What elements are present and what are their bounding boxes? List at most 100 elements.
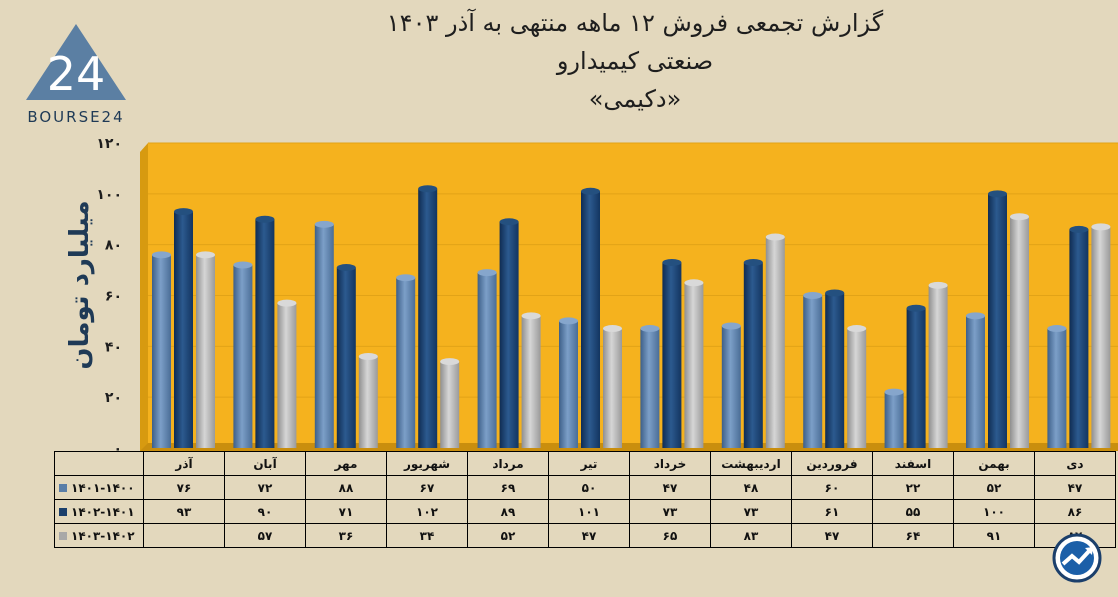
- bar-series-1: [803, 295, 823, 448]
- gridlines: [148, 142, 1118, 398]
- category-label: اسفند: [872, 451, 954, 476]
- bar-series-2: [1069, 229, 1089, 448]
- bar-series-3: [277, 303, 297, 448]
- y-tick-label: ۴۰: [105, 339, 122, 355]
- bar-series-2: [174, 211, 193, 448]
- data-label-series-3: ۳۴: [386, 523, 468, 548]
- category-label: آبان: [224, 451, 306, 476]
- y-tick-label: ۱۲۰: [96, 136, 122, 152]
- bar-series-2: [988, 193, 1007, 448]
- bar-series-3: [1010, 216, 1029, 448]
- logo-text: BOURSE24: [27, 108, 124, 126]
- bar-cap-series-1: [233, 261, 253, 269]
- logo-triangle-icon: 24 BOURSE24: [26, 24, 126, 126]
- bar-series-3: [684, 282, 704, 448]
- category-label: بهمن: [953, 451, 1035, 476]
- category-label: شهریور: [386, 451, 468, 476]
- bar-series-1: [640, 328, 660, 448]
- bar-series-1: [966, 315, 985, 448]
- bar-cap-series-2: [255, 215, 275, 223]
- bar-cap-series-2: [174, 208, 193, 216]
- data-label-series-3: ۵۷: [224, 523, 306, 548]
- bar-series-1: [314, 224, 334, 448]
- bar-series-1: [233, 265, 253, 448]
- legend-label-series-1: ۱۴۰۱-۱۴۰۰: [71, 480, 135, 495]
- data-label-series-3: ۶۴: [872, 523, 954, 548]
- data-label-series-2: ۶۱: [791, 499, 873, 524]
- bar-cap-series-1: [966, 312, 985, 320]
- y-tick-label: ۰: [113, 441, 122, 457]
- bar-cap-series-1: [721, 322, 741, 330]
- bar-cap-series-2: [336, 264, 356, 272]
- data-label-series-1: ۵۰: [548, 475, 630, 500]
- bar-cap-series-2: [662, 258, 682, 266]
- data-label-series-3: ۴۷: [791, 523, 873, 548]
- legend-label-series-3: ۱۴۰۳-۱۴۰۲: [71, 528, 135, 543]
- data-label-series-1: ۴۷: [1034, 475, 1116, 500]
- data-label-series-1: ۶۹: [467, 475, 549, 500]
- legend-key-series-3: [59, 532, 67, 540]
- bar-cap-series-1: [884, 388, 904, 396]
- bar-cap-series-1: [1047, 325, 1067, 333]
- category-label: مهر: [305, 451, 387, 476]
- bar-series-3: [1091, 226, 1111, 448]
- y-tick-label: ۲۰: [105, 390, 122, 406]
- bar-cap-series-3: [1091, 223, 1111, 231]
- data-label-series-2: ۱۰۲: [386, 499, 468, 524]
- bar-cap-series-3: [847, 325, 867, 333]
- bar-cap-series-1: [559, 317, 578, 325]
- bar-series-1: [396, 277, 416, 448]
- bar-cap-series-3: [440, 358, 460, 366]
- title-line-2: صنعتی کیمیدارو: [556, 47, 714, 75]
- bar-series-2: [662, 262, 682, 448]
- data-label-series-2: ۷۱: [305, 499, 387, 524]
- bar-cap-series-1: [803, 292, 823, 299]
- bar-series-2: [418, 188, 438, 448]
- bar-cap-series-3: [277, 299, 297, 307]
- data-label-series-3: ۹۱: [953, 523, 1035, 548]
- bar-series-2: [743, 262, 763, 448]
- data-label-series-3: ۴۷: [548, 523, 630, 548]
- bar-cap-series-1: [152, 251, 171, 259]
- data-table: آذر آبان مهر شهریور مرداد تیر خرداد اردیبهشت فرو…: [54, 451, 1116, 548]
- title-line-3: «دکیمی»: [588, 85, 682, 113]
- bar-cap-series-2: [581, 187, 600, 195]
- table-row: ۱۴۰۳-۱۴۰۲۵۷۳۶۳۴۵۲۴۷۶۵۸۳۴۷۶۴۹۱۸۷: [54, 523, 1116, 548]
- legend-series-2: ۱۴۰۲-۱۴۰۱: [54, 499, 144, 524]
- bar-series-1: [884, 392, 904, 448]
- data-label-series-1: ۷۶: [143, 475, 225, 500]
- y-tick-label: ۶۰: [105, 289, 122, 305]
- data-label-series-1: ۵۲: [953, 475, 1035, 500]
- bar-series-2: [336, 267, 356, 448]
- bar-series-3: [440, 361, 460, 448]
- data-label-series-2: ۱۰۱: [548, 499, 630, 524]
- plot-left-wall: [140, 143, 148, 451]
- data-label-series-1: ۴۸: [710, 475, 792, 500]
- bar-cap-series-2: [1069, 225, 1089, 233]
- category-label: تیر: [548, 451, 630, 476]
- bar-cap-series-3: [358, 353, 378, 360]
- bar-cap-series-2: [988, 190, 1007, 198]
- bar-cap-series-3: [1010, 213, 1029, 221]
- bar-cap-series-1: [640, 325, 660, 333]
- legend-label-series-2: ۱۴۰۲-۱۴۰۱: [71, 504, 135, 519]
- data-label-series-1: ۴۷: [629, 475, 711, 500]
- data-label-series-2: ۷۳: [629, 499, 711, 524]
- data-label-series-3: ۵۲: [467, 523, 549, 548]
- bar-series-3: [928, 285, 948, 448]
- data-label-series-3: ۶۵: [629, 523, 711, 548]
- table-row: ۱۴۰۲-۱۴۰۱ ۹۳ ۹۰ ۷۱ ۱۰۲ ۸۹ ۱۰۱ ۷۳ ۷۳ ۶۱ ۵۵ ۱۰۰ ۸۶: [54, 499, 1116, 524]
- category-label: مرداد: [467, 451, 549, 476]
- category-label: اردیبهشت: [710, 451, 792, 476]
- bar-series-2: [499, 221, 519, 448]
- table-header-row: آذر آبان مهر شهریور مرداد تیر خرداد اردیبهشت فرو…: [54, 451, 1116, 476]
- logo-mark: 24: [47, 47, 106, 101]
- bar-cap-series-2: [825, 289, 845, 297]
- bar-series-2: [825, 292, 845, 448]
- bar-cap-series-3: [928, 281, 948, 289]
- y-tick-label: ۱۰۰: [96, 187, 122, 203]
- data-label-series-3: ۳۶: [305, 523, 387, 548]
- table-corner: [54, 451, 144, 476]
- category-label: فروردین: [791, 451, 873, 476]
